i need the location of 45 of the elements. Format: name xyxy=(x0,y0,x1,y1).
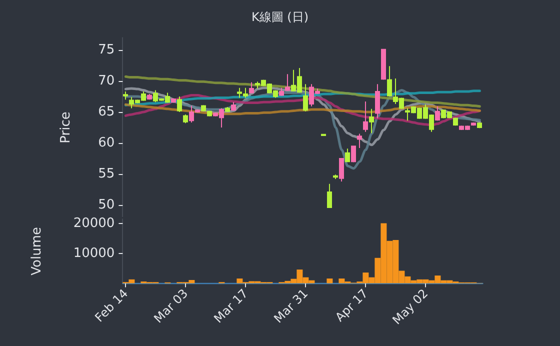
candlestick xyxy=(345,148,350,162)
y-axis-title: Price xyxy=(58,112,74,144)
candlestick xyxy=(339,158,344,182)
candlestick xyxy=(321,134,326,136)
candlestick xyxy=(177,96,182,112)
candlestick xyxy=(387,66,392,97)
x-tick-label: Mar 03 xyxy=(151,286,191,326)
y-tick-label: 55 xyxy=(98,166,115,182)
candlestick xyxy=(375,84,380,119)
bar xyxy=(326,278,333,284)
candlestick xyxy=(225,106,230,112)
candlestick xyxy=(333,174,338,180)
candlestick xyxy=(279,87,284,96)
line-series xyxy=(124,103,481,116)
candlestick xyxy=(471,122,476,126)
y-axis-title: Volume xyxy=(30,226,45,276)
candlestick xyxy=(303,84,308,112)
candlestick xyxy=(249,82,254,94)
candlestick xyxy=(435,106,440,122)
y-tick-label: 65 xyxy=(98,104,115,120)
candlestick xyxy=(357,133,362,148)
x-tick-label: Apr 17 xyxy=(332,286,371,324)
candlestick xyxy=(231,102,236,112)
candlestick xyxy=(123,91,128,100)
candlestick xyxy=(183,114,188,124)
candlestick xyxy=(327,183,332,208)
candlestick xyxy=(285,74,290,92)
candlestick xyxy=(351,146,356,163)
candlestick xyxy=(369,108,374,134)
candlestick xyxy=(147,94,152,100)
y-tick-label: 60 xyxy=(98,136,115,150)
candlestick xyxy=(477,122,482,129)
candlestick xyxy=(381,48,386,80)
x-tick-label: Mar 17 xyxy=(211,286,251,326)
x-tick-label: Mar 31 xyxy=(271,286,311,326)
x-tick-label: Feb 14 xyxy=(92,286,131,325)
y-tick-label: 20000 xyxy=(73,216,115,231)
candlestick xyxy=(363,100,368,132)
y-tick-label: 10000 xyxy=(73,246,115,261)
y-tick-label: 70 xyxy=(98,74,115,88)
y-tick-label: 75 xyxy=(98,42,115,58)
candlestick xyxy=(171,98,176,104)
y-tick-label: 50 xyxy=(98,198,115,212)
chart-title: K線圖 (日) xyxy=(251,10,309,24)
line-series xyxy=(124,75,481,108)
